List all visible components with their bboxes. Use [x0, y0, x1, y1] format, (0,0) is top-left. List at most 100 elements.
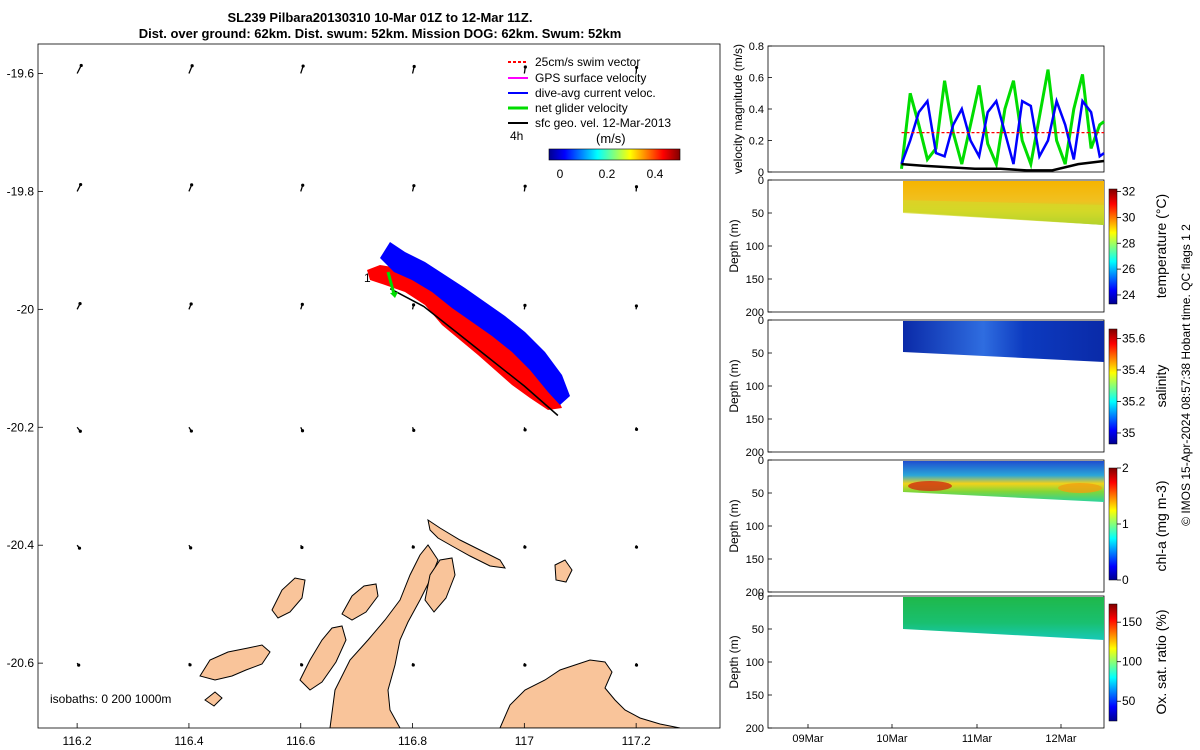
chlorophyll-panel: 0 50 100 150 200 Depth (m) 0 1 2 chl-a (mg m-3… [727, 455, 1169, 599]
temperature-colorbar [1108, 188, 1118, 305]
velocity-series-3 [901, 159, 1105, 172]
map-y-ticks: -19.6 -19.8 -20 -20.2 -20.4 -20.6 [7, 66, 43, 670]
island-far-west [204, 691, 223, 707]
chlorophyll-colorbar-ticks: 0 1 2 [1117, 461, 1129, 587]
salPanel-depth-tick-label-2: 100 [746, 381, 764, 393]
glider-track-line [389, 288, 559, 417]
oxygen-colorbar-ticks: 50 100 150 [1117, 615, 1142, 708]
surface-vector-head-5-4 [523, 663, 527, 667]
island-center [299, 625, 347, 691]
map-colorbar [548, 148, 681, 161]
map-legend: 25cm/s swim vector GPS surface velocity … [508, 55, 681, 181]
date-tick-label-2: 11Mar [962, 733, 993, 745]
surface-vector-head-2-2 [300, 302, 304, 306]
map-panel: 1 116.2 116.4 116.6 116.8 117 117.2 -19.6-19.… [7, 43, 721, 748]
salinity-panel: 0 50 100 150 200 Depth (m) 35 35.2 35.4 35.6 sa… [727, 315, 1169, 459]
temperature-ylabel: Depth (m) [727, 219, 741, 272]
surface-vector-head-1-5 [634, 185, 639, 189]
temperature-colorbar-label: temperature (°C) [1153, 194, 1169, 298]
surface-vector-head-1-4 [523, 184, 527, 188]
surface-vector-head-1-1 [190, 183, 194, 187]
map-x-tick-label-4: 117 [515, 734, 534, 748]
surface-vector-head-4-5 [634, 545, 639, 549]
tempPanel-depth-tick-label-4: 200 [746, 307, 764, 319]
land-main [329, 544, 439, 728]
velocity-y-tick-label-2: 0.4 [749, 104, 764, 116]
surface-vector-head-0-4 [523, 65, 527, 69]
island-mid [271, 577, 306, 619]
map-y-tick-label-3: -20.2 [7, 420, 35, 434]
surface-vector-head-5-3 [411, 663, 415, 667]
oxygen-panel: 0 50 100 150 200 Depth (m) 50 100 150 Ox. sat.… [727, 591, 1169, 745]
surface-vector-head-4-1 [189, 546, 193, 550]
swim-vector-band [367, 265, 562, 410]
tempPanel-depth-tick-label-2: 100 [746, 241, 764, 253]
surface-vector-head-2-0 [78, 302, 82, 306]
surface-vector-head-3-3 [412, 428, 416, 432]
track-start-label: 1 [364, 271, 371, 285]
chlorophyll-depth-ticks: 0 50 100 150 200 [746, 455, 772, 599]
surface-vector-head-3-2 [300, 429, 305, 433]
temperature-panel: 0 50 100 150 200 Depth (m) 24 26 28 30 32 temper… [727, 175, 1169, 319]
surface-vector-head-4-4 [523, 545, 527, 549]
salinity-colorbar-label: salinity [1153, 365, 1169, 408]
map-x-tick-label-0: 116.2 [63, 734, 92, 748]
velocity-y-tick-label-1: 0.2 [749, 136, 764, 148]
surface-vector-head-4-0 [77, 546, 82, 550]
chlPanel-depth-tick-label-1: 50 [752, 488, 764, 500]
chlorophyll-high-patch [1058, 483, 1102, 493]
tempPanel-cb-tick-label-1: 26 [1122, 262, 1136, 276]
isobaths-label: isobaths: 0 200 1000m [50, 692, 171, 706]
map-y-tick-label-5: -20.6 [7, 656, 35, 670]
velocity-y-tick-label-4: 0.8 [749, 41, 764, 53]
surface-vector-head-1-3 [412, 184, 416, 188]
chlorophyll-ylabel: Depth (m) [727, 499, 741, 552]
island-west [199, 644, 271, 681]
surface-vector-field [76, 63, 639, 667]
map-x-tick-label-3: 116.8 [398, 734, 427, 748]
land-layer [199, 518, 681, 728]
map-x-tick-label-2: 116.6 [286, 734, 315, 748]
surface-vector-head-5-5 [634, 663, 639, 667]
land-east [499, 659, 681, 728]
chlorophyll-colorbar [1108, 467, 1118, 581]
velocity-series [900, 69, 1105, 172]
chart-title-line1: SL239 Pilbara20130310 10-Mar 01Z to 12-M… [227, 10, 533, 25]
salPanel-cb-tick-label-1: 35.2 [1122, 394, 1146, 408]
surface-vector-head-3-4 [523, 428, 527, 432]
salPanel-depth-tick-label-1: 50 [752, 348, 764, 360]
map-x-tick-label-5: 117.2 [622, 734, 651, 748]
surface-vector-head-2-5 [634, 304, 638, 308]
tempPanel-depth-tick-label-0: 0 [758, 175, 764, 187]
map-colorbar-tick-2: 0.4 [647, 167, 664, 181]
island-east-small [554, 559, 573, 583]
oxPanel-cb-tick-label-1: 100 [1122, 655, 1142, 669]
salPanel-cb-tick-label-0: 35 [1122, 426, 1136, 440]
legend-sfc-geo-label: sfc geo. vel. 12-Mar-2013 [535, 116, 671, 130]
oxPanel-depth-tick-label-2: 100 [746, 657, 764, 669]
legend-swim-vector-label: 25cm/s swim vector [535, 55, 640, 69]
salinity-ylabel: Depth (m) [727, 359, 741, 412]
legend-gps-velocity-label: GPS surface velocity [535, 71, 646, 85]
oxygen-field [903, 597, 1104, 640]
date-x-ticks: 09Mar 10Mar 11Mar 12Mar [792, 724, 1077, 745]
chlPanel-depth-tick-label-4: 200 [746, 587, 764, 599]
salPanel-depth-tick-label-0: 0 [758, 315, 764, 327]
map-frame [37, 43, 721, 729]
salPanel-depth-tick-label-3: 150 [746, 414, 764, 426]
surface-vector-head-3-5 [634, 427, 639, 431]
chlPanel-cb-tick-label-1: 1 [1122, 517, 1129, 531]
net-glider-velocity-arrow [386, 271, 396, 295]
salinity-colorbar-ticks: 35 35.2 35.4 35.6 [1117, 331, 1146, 440]
oxygen-depth-ticks: 0 50 100 150 200 [746, 591, 772, 735]
velocity-y-ticks: 0 0.2 0.4 0.6 0.8 [749, 41, 772, 179]
oxPanel-depth-tick-label-4: 200 [746, 723, 764, 735]
map-y-tick-label-0: -19.6 [7, 66, 35, 80]
surface-vector-head-3-1 [189, 429, 193, 433]
island-large [427, 518, 506, 569]
velocity-ylabel: velocity magnitude (m/s) [731, 44, 745, 174]
oxPanel-cb-tick-label-0: 50 [1122, 694, 1136, 708]
date-tick-label-1: 10Mar [876, 733, 908, 745]
map-colorbar-tick-1: 0.2 [599, 167, 616, 181]
